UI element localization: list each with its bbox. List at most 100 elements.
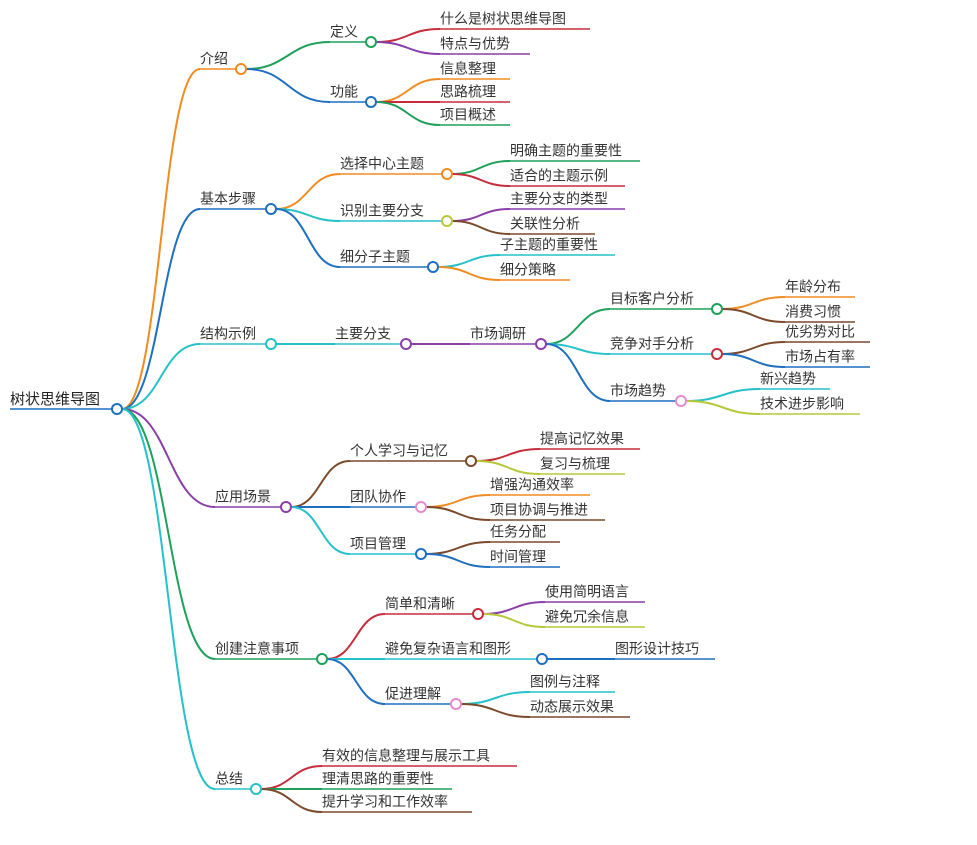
node-circle — [712, 349, 722, 359]
node-circle — [317, 654, 327, 664]
edge — [261, 789, 322, 812]
node-circle — [366, 97, 376, 107]
node-label: 什么是树状思维导图 — [440, 11, 566, 27]
edge — [722, 342, 785, 354]
node-label: 提高记忆效果 — [540, 431, 624, 447]
node-label: 选择中心主题 — [340, 156, 424, 172]
edge — [452, 161, 510, 174]
edge — [426, 507, 490, 520]
node-label: 提升学习和工作效率 — [322, 794, 448, 810]
node-circle — [536, 339, 546, 349]
edge — [122, 409, 215, 659]
node-label: 使用简明语言 — [545, 584, 629, 600]
edge — [461, 704, 530, 717]
node-label: 市场趋势 — [610, 383, 666, 399]
node-label: 主要分支 — [335, 326, 391, 342]
node-circle — [236, 64, 246, 74]
node-label: 基本步骤 — [200, 191, 256, 207]
edge — [452, 221, 510, 234]
node-circle — [401, 339, 411, 349]
node-label: 竞争对手分析 — [610, 336, 694, 352]
edge — [452, 174, 510, 186]
edge — [276, 209, 340, 267]
node-label: 定义 — [330, 24, 358, 40]
edge — [122, 69, 200, 409]
node-label: 避免复杂语言和图形 — [385, 641, 511, 657]
edge — [122, 344, 200, 409]
node-label: 应用场景 — [215, 489, 271, 505]
node-label: 任务分配 — [490, 524, 546, 540]
node-label: 子主题的重要性 — [500, 237, 598, 253]
node-label: 理清思路的重要性 — [322, 771, 434, 787]
node-label: 复习与梳理 — [540, 456, 610, 472]
edge — [686, 389, 760, 401]
node-label: 功能 — [330, 84, 358, 100]
edge — [246, 42, 330, 69]
node-label: 适合的主题示例 — [510, 168, 608, 184]
edge — [426, 554, 490, 567]
node-label: 促进理解 — [385, 686, 441, 702]
node-label: 细分策略 — [500, 262, 556, 278]
edge — [261, 766, 322, 789]
edge — [476, 449, 540, 461]
node-label: 关联性分析 — [510, 216, 580, 232]
node-label: 个人学习与记忆 — [350, 443, 448, 459]
edge — [452, 209, 510, 221]
edge — [686, 401, 760, 414]
node-circle — [281, 502, 291, 512]
node-label: 特点与优势 — [440, 36, 510, 52]
edge — [291, 461, 350, 507]
node-layer: 树状思维导图介绍定义什么是树状思维导图特点与优势功能信息整理思路梳理项目概述基本… — [10, 11, 870, 812]
node-label: 结构示例 — [200, 326, 256, 342]
node-label: 团队协作 — [350, 489, 406, 505]
node-circle — [416, 549, 426, 559]
node-label: 简单和清晰 — [385, 596, 455, 612]
edge — [246, 69, 330, 102]
node-label: 项目概述 — [440, 107, 496, 123]
edge — [327, 659, 385, 704]
node-circle — [442, 169, 452, 179]
edge — [376, 29, 440, 42]
node-label: 时间管理 — [490, 549, 546, 565]
node-label: 主要分支的类型 — [510, 191, 608, 207]
edge — [722, 297, 785, 309]
node-circle — [416, 502, 426, 512]
node-label: 创建注意事项 — [215, 641, 299, 657]
node-circle — [712, 304, 722, 314]
edge — [722, 309, 785, 322]
node-label: 项目协调与推进 — [490, 502, 588, 518]
edge — [376, 102, 440, 125]
node-label: 图例与注释 — [530, 674, 600, 690]
node-label: 总结 — [215, 771, 243, 787]
node-label: 技术进步影响 — [760, 396, 844, 412]
node-label: 避免冗余信息 — [545, 609, 629, 625]
edge — [483, 602, 545, 614]
node-label: 动态展示效果 — [530, 699, 614, 715]
node-circle — [251, 784, 261, 794]
node-label: 增强沟通效率 — [490, 477, 574, 493]
node-circle — [442, 216, 452, 226]
node-label: 细分子主题 — [340, 249, 410, 265]
node-label: 目标客户分析 — [610, 291, 694, 307]
node-label: 优劣势对比 — [785, 324, 855, 340]
node-circle — [676, 396, 686, 406]
node-circle — [266, 204, 276, 214]
node-label: 有效的信息整理与展示工具 — [322, 748, 490, 764]
node-circle — [366, 37, 376, 47]
node-circle — [451, 699, 461, 709]
edge-layer — [122, 29, 785, 812]
node-circle — [537, 654, 547, 664]
edge — [376, 79, 440, 102]
mindmap-canvas: 树状思维导图介绍定义什么是树状思维导图特点与优势功能信息整理思路梳理项目概述基本… — [0, 0, 977, 845]
node-label: 识别主要分支 — [340, 203, 424, 219]
node-label: 明确主题的重要性 — [510, 143, 622, 159]
edge — [438, 255, 500, 267]
node-label: 图形设计技巧 — [615, 641, 699, 657]
node-label: 消费习惯 — [785, 304, 841, 320]
edge — [376, 42, 440, 54]
node-label: 介绍 — [200, 51, 228, 67]
node-label: 年龄分布 — [785, 279, 841, 295]
edge — [426, 495, 490, 507]
node-label: 市场调研 — [470, 326, 526, 342]
node-circle — [266, 339, 276, 349]
